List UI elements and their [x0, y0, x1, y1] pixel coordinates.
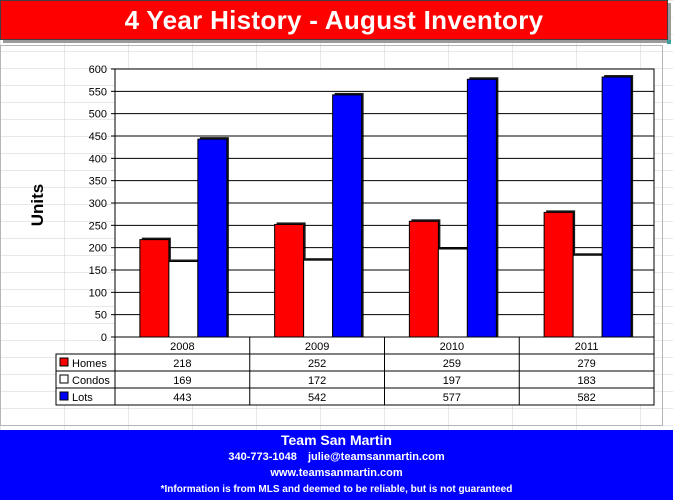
bar-lots — [601, 76, 632, 338]
bar-homes — [274, 223, 305, 338]
bar-condos — [168, 261, 199, 338]
footer-contact: 340-773-1048 julie@teamsanmartin.com — [0, 451, 673, 463]
data-label: 259 — [443, 358, 461, 370]
data-label: 197 — [443, 375, 461, 387]
legend-label-condos: Condos — [72, 375, 110, 387]
y-tick-label: 450 — [89, 131, 107, 143]
footer-team-name: Team San Martin — [281, 432, 392, 448]
footer-banner: Team San Martin 340-773-1048 julie@teams… — [0, 430, 673, 500]
bar-lots — [466, 78, 497, 338]
legend-label-lots: Lots — [72, 392, 93, 404]
data-label: 577 — [443, 392, 461, 404]
data-label: 183 — [577, 375, 595, 387]
page-title: 4 Year History - August Inventory — [124, 4, 544, 35]
title-banner: 4 Year History - August Inventory — [0, 0, 668, 40]
y-tick-label: 400 — [89, 153, 107, 165]
x-tick-label: 2010 — [440, 341, 464, 353]
y-tick-label: 0 — [101, 332, 107, 344]
bar-condos — [303, 259, 334, 338]
data-label: 172 — [308, 375, 326, 387]
bar-homes — [408, 220, 439, 338]
y-tick-label: 600 — [89, 64, 107, 76]
bar-lots — [332, 94, 363, 338]
bar-homes — [139, 239, 170, 338]
x-tick-label: 2009 — [305, 341, 329, 353]
footer-email: julie@teamsanmartin.com — [307, 451, 445, 463]
footer-disclaimer: *Information is from MLS and deemed to b… — [160, 484, 513, 495]
y-tick-label: 300 — [89, 198, 107, 210]
data-label: 218 — [173, 358, 191, 370]
table-body — [55, 353, 655, 406]
bar-lots — [197, 138, 228, 338]
footer-phone: 340-773-1048 — [228, 451, 297, 463]
y-tick-label: 200 — [89, 243, 107, 255]
data-label: 542 — [308, 392, 326, 404]
data-label: 582 — [577, 392, 595, 404]
y-tick-label: 250 — [89, 220, 107, 232]
data-label: 443 — [173, 392, 191, 404]
footer-website: www.teamsanmartin.com — [270, 467, 403, 479]
data-label: 252 — [308, 358, 326, 370]
data-label: 279 — [577, 358, 595, 370]
y-tick-label: 500 — [89, 109, 107, 121]
y-tick-label: 50 — [95, 310, 107, 322]
legend-label-homes: Homes — [72, 358, 107, 370]
y-tick-label: 100 — [89, 287, 107, 299]
legend-swatch-homes — [59, 357, 69, 367]
bar-condos — [572, 254, 603, 338]
bar-condos — [437, 248, 468, 338]
bar-homes — [543, 211, 574, 338]
y-tick-label: 350 — [89, 176, 107, 188]
x-tick-label: 2008 — [170, 341, 194, 353]
y-tick-label: 550 — [89, 86, 107, 98]
bar-chart: 0 50 100 150 200 250 300 350 400 450 500 550 600 Unit… — [28, 64, 655, 406]
chart-area[interactable] — [0, 45, 663, 426]
selection-handle[interactable] — [667, 40, 671, 44]
y-axis-label: Units — [28, 184, 47, 227]
data-label: 169 — [173, 375, 191, 387]
y-tick-label: 150 — [89, 265, 107, 277]
legend-swatch-lots — [59, 391, 69, 401]
legend-swatch-condos — [59, 374, 69, 384]
x-tick-label: 2011 — [575, 341, 599, 353]
